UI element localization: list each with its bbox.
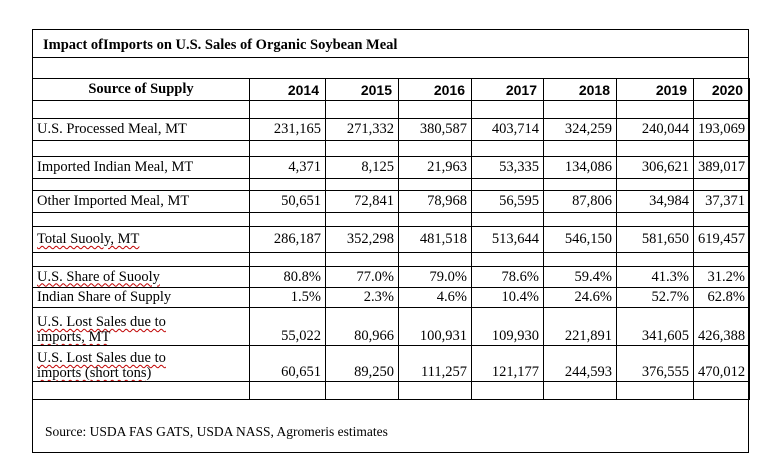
table-row: Imported Indian Meal, MT 4,371 8,125 21,… [32,156,750,179]
spacer-row [32,381,750,400]
column-header-year: 2019 [616,78,694,101]
table-cell: 341,605 [616,307,694,346]
table-cell: 403,714 [471,118,544,141]
spacer-row [32,178,750,191]
table-cell: 380,587 [398,118,472,141]
row-label: Total Suooly, MT [32,226,250,253]
table-cell: 31.2% [693,266,750,288]
table-cell: 581,650 [616,226,694,253]
table-cell: 77.0% [325,266,399,288]
header-row: Source of Supply 2014 2015 2016 2017 201… [32,78,750,101]
table-cell: 21,963 [398,156,472,179]
table-cell: 53,335 [471,156,544,179]
table-cell: 50,651 [249,190,326,213]
source-footnote: Source: USDA FAS GATS, USDA NASS, Agrome… [45,424,388,439]
row-label: U.S. Share of Suooly [32,266,250,288]
column-header-year: 2016 [398,78,472,101]
table-cell: 109,930 [471,307,544,346]
table-cell: 2.3% [325,287,399,308]
table-cell: 78,968 [398,190,472,213]
table-cell: 100,931 [398,307,472,346]
table-cell: 52.7% [616,287,694,308]
row-label: U.S. Lost Sales due to imports, MT [32,307,250,346]
table-title: Impact ofImports on U.S. Sales of Organi… [43,37,398,53]
column-header-year: 2017 [471,78,544,101]
table-cell: 56,595 [471,190,544,213]
table-cell: 231,165 [249,118,326,141]
table-cell: 546,150 [543,226,617,253]
table-cell: 470,012 [693,345,750,382]
table-cell: 193,069 [693,118,750,141]
table-cell: 240,044 [616,118,694,141]
table-cell: 4.6% [398,287,472,308]
table-cell: 376,555 [616,345,694,382]
table-cell: 286,187 [249,226,326,253]
table-cell: 79.0% [398,266,472,288]
table-cell: 78.6% [471,266,544,288]
column-header-year: 2018 [543,78,617,101]
table-cell: 34,984 [616,190,694,213]
row-label: U.S. Processed Meal, MT [32,118,250,141]
table-cell: 60,651 [249,345,326,382]
table-cell: 244,593 [543,345,617,382]
table-cell: 89,250 [325,345,399,382]
supply-table: Source of Supply 2014 2015 2016 2017 201… [32,78,750,400]
spacer-row [32,252,750,267]
table-row: Other Imported Meal, MT 50,651 72,841 78… [32,190,750,213]
row-label: Other Imported Meal, MT [32,190,250,213]
table-cell: 513,644 [471,226,544,253]
spacer-row [32,212,750,227]
table-cell: 80,966 [325,307,399,346]
spacer-row [32,140,750,157]
table-cell: 121,177 [471,345,544,382]
row-label: Indian Share of Supply [32,287,250,308]
table-cell: 8,125 [325,156,399,179]
table-cell: 221,891 [543,307,617,346]
table-cell: 62.8% [693,287,750,308]
table-row: U.S. Processed Meal, MT 231,165 271,332 … [32,118,750,141]
table-cell: 59.4% [543,266,617,288]
title-divider [32,57,749,58]
column-header-year: 2014 [249,78,326,101]
column-header-year: 2015 [325,78,399,101]
table-cell: 426,388 [693,307,750,346]
table-row: Total Suooly, MT 286,187 352,298 481,518… [32,226,750,253]
column-header-source: Source of Supply [32,78,250,101]
column-header-year: 2020 [693,78,750,101]
table-cell: 80.8% [249,266,326,288]
table-cell: 324,259 [543,118,617,141]
table-cell: 306,621 [616,156,694,179]
table-cell: 1.5% [249,287,326,308]
row-label: Imported Indian Meal, MT [32,156,250,179]
spacer-row [32,100,750,119]
table-cell: 37,371 [693,190,750,213]
row-label: U.S. Lost Sales due to imports (short ton… [32,345,250,382]
table-cell: 111,257 [398,345,472,382]
table-cell: 55,022 [249,307,326,346]
table-cell: 24.6% [543,287,617,308]
table-cell: 271,332 [325,118,399,141]
table-cell: 4,371 [249,156,326,179]
table-cell: 134,086 [543,156,617,179]
table-row: U.S. Lost Sales due to imports, MT 55,022… [32,307,750,346]
table-cell: 87,806 [543,190,617,213]
table-cell: 41.3% [616,266,694,288]
table-cell: 72,841 [325,190,399,213]
table-cell: 389,017 [693,156,750,179]
table-row: Indian Share of Supply 1.5% 2.3% 4.6% 10… [32,287,750,308]
table-cell: 619,457 [693,226,750,253]
table-cell: 481,518 [398,226,472,253]
table-row: U.S. Share of Suooly 80.8% 77.0% 79.0% 7… [32,266,750,288]
table-row: U.S. Lost Sales due to imports (short ton… [32,345,750,382]
table-cell: 352,298 [325,226,399,253]
table-cell: 10.4% [471,287,544,308]
